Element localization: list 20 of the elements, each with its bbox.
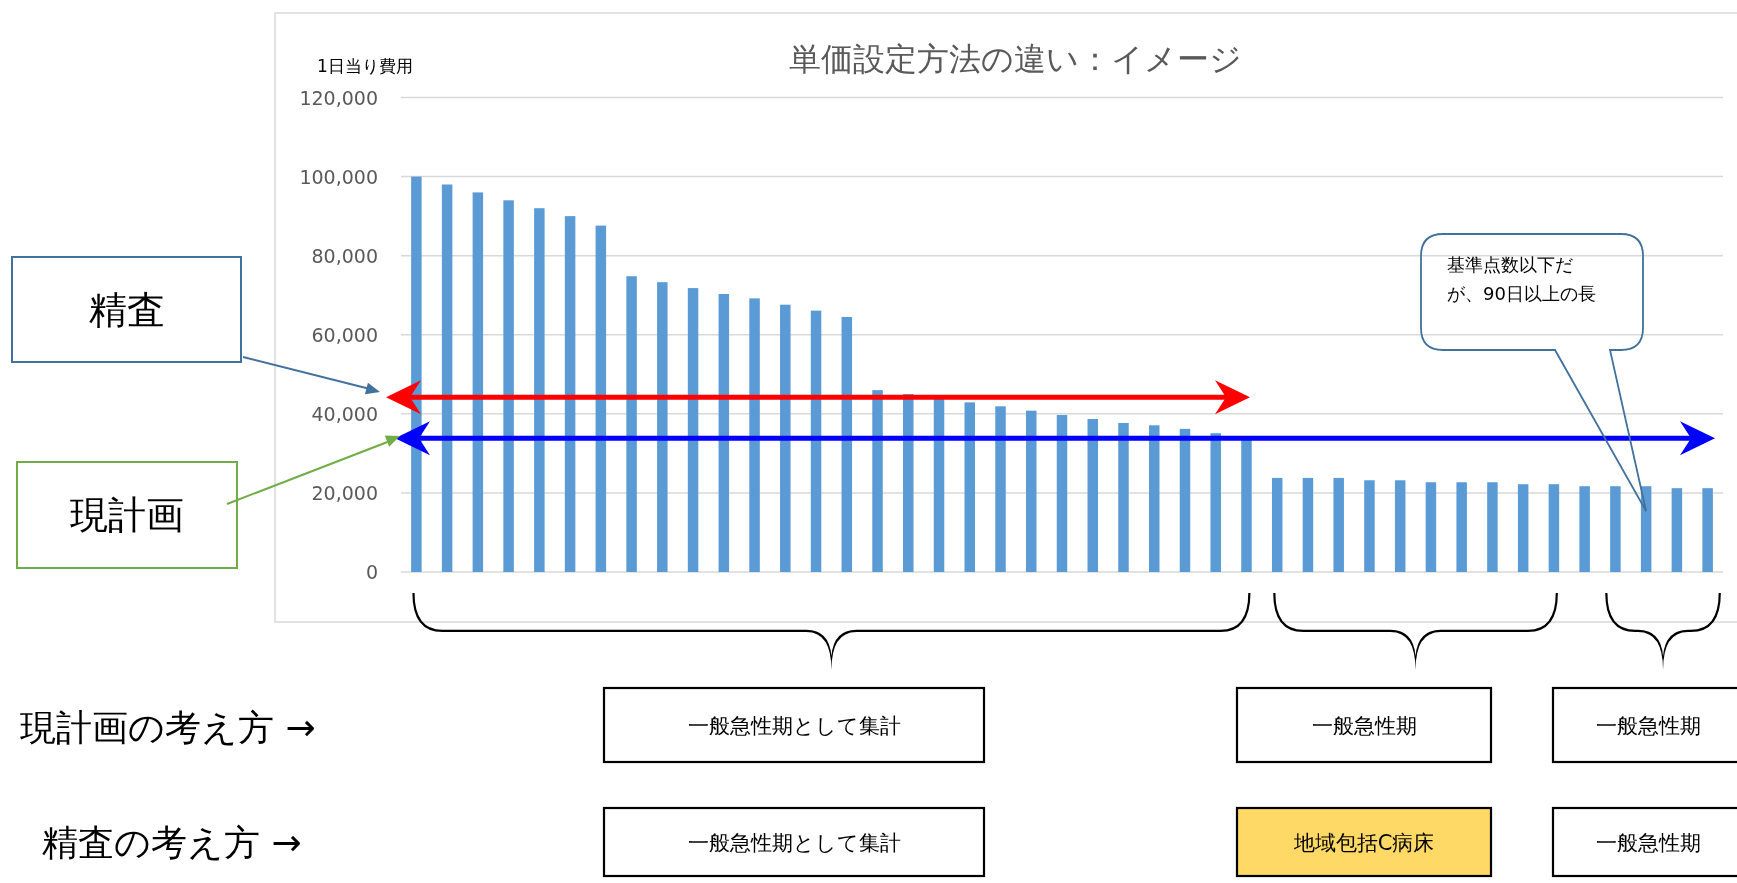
y-tick-label: 60,000: [311, 323, 378, 346]
text: 地域包括C病床: [1292, 831, 1435, 855]
y-tick-label: 0: [365, 561, 378, 583]
y-tick-label: 20,000: [311, 481, 378, 504]
y-tick-label: 120,000: [299, 86, 378, 109]
text: 一般急性期: [1595, 714, 1701, 738]
text: 一般急性期: [1311, 714, 1417, 738]
text: 精査の考え方 →: [42, 822, 302, 863]
text: 精査: [88, 287, 165, 332]
text: 一般急性期として集計: [687, 831, 901, 855]
text: 現計画の考え方 →: [20, 707, 316, 748]
y-axis-title: 1日当り費用: [317, 56, 413, 76]
text: 一般急性期: [1595, 831, 1701, 855]
annotation: 基準点数以下だが、90日以上の長: [1447, 254, 1596, 304]
y-tick-label: 100,000: [299, 165, 378, 188]
text: 現計画: [70, 493, 184, 537]
chart-title: 単価設定方法の違い：イメージ: [788, 40, 1242, 78]
y-tick-label: 40,000: [311, 402, 378, 425]
y-tick-label: 80,000: [311, 244, 378, 267]
text: 一般急性期として集計: [687, 714, 901, 738]
